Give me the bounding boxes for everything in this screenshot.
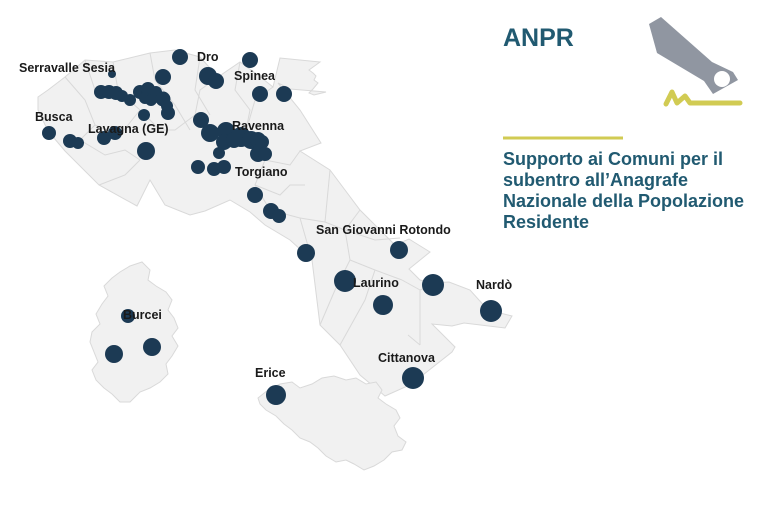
svg-text:ANPR: ANPR (503, 24, 574, 52)
svg-text:Nazionale della Popolazione: Nazionale della Popolazione (503, 191, 744, 211)
svg-text:Supporto ai Comuni per il: Supporto ai Comuni per il (503, 149, 723, 169)
svg-text:subentro all’Anagrafe: subentro all’Anagrafe (503, 170, 688, 190)
svg-text:Residente: Residente (503, 212, 589, 232)
